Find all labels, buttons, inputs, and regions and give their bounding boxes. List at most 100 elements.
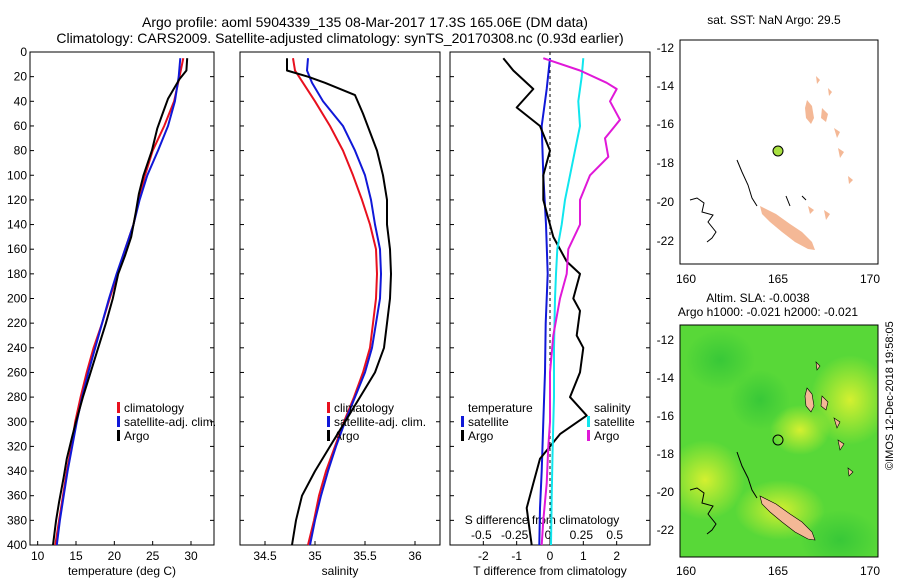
x-tick-label: 2 bbox=[613, 549, 620, 563]
sst-map-coastlines bbox=[689, 159, 807, 243]
map-xtick: 165 bbox=[768, 564, 788, 578]
land-malekula bbox=[821, 108, 828, 122]
land-new-caledonia bbox=[759, 495, 816, 541]
y-tick-label: 380 bbox=[7, 513, 27, 527]
y-tick-label: 60 bbox=[14, 119, 28, 133]
y-tick-label: 240 bbox=[7, 341, 27, 355]
legend-label-argo: Argo bbox=[334, 429, 360, 443]
coast-reef-line bbox=[736, 451, 758, 499]
salinity-panel: 34.5 35 35.5 36 salinity bbox=[239, 51, 441, 578]
difference-legend: temperature salinity satellite Argo sate… bbox=[461, 401, 635, 443]
figure-title-line1: Argo profile: aoml 5904339_135 08-Mar-20… bbox=[142, 14, 588, 30]
x-tick-label: 15 bbox=[69, 549, 83, 563]
s-tick-label: 0.25 bbox=[570, 528, 594, 542]
sla-map-frame bbox=[679, 324, 879, 558]
legend-swatch-argo bbox=[117, 430, 120, 441]
argo-float-marker bbox=[772, 434, 784, 446]
plot-frame bbox=[239, 51, 441, 546]
y-tick-label: 100 bbox=[7, 168, 27, 182]
map-ytick: -18 bbox=[657, 156, 675, 170]
y-tick-label: 120 bbox=[7, 193, 27, 207]
legend-label-satellite: satellite-adj. clim. bbox=[124, 415, 216, 429]
legend-header-salinity: salinity bbox=[594, 401, 631, 415]
temperature-panel: 0 20 40 60 80 100 120 140 160 180 200 220 240 260 280 3… bbox=[7, 45, 215, 578]
map-ytick: -22 bbox=[657, 523, 675, 537]
x-tick-label: 0 bbox=[547, 549, 554, 563]
series-climatology bbox=[292, 58, 378, 546]
map-ytick: -16 bbox=[657, 409, 675, 423]
series-s-satellite bbox=[550, 58, 585, 546]
sla-map-title1: Altim. SLA: -0.0038 bbox=[706, 291, 810, 305]
s-tick-label: 0.5 bbox=[606, 528, 623, 542]
land-small-islands bbox=[808, 128, 853, 220]
map-ytick: -16 bbox=[657, 117, 675, 131]
x-tick-label: -1 bbox=[511, 549, 522, 563]
map-xtick: 170 bbox=[860, 272, 880, 286]
coast-islets bbox=[785, 195, 807, 207]
legend-header-temperature: temperature bbox=[468, 401, 533, 415]
legend-swatch-satellite bbox=[327, 416, 330, 427]
x-tick-label: 1 bbox=[580, 549, 587, 563]
imos-watermark: ©IMOS 12-Dec-2018 19:58:05 bbox=[884, 321, 896, 470]
y-tick-label: 260 bbox=[7, 365, 27, 379]
x-axis-label: T difference from climatology bbox=[473, 564, 627, 578]
map-ytick: -18 bbox=[657, 447, 675, 461]
y-tick-label: 220 bbox=[7, 316, 27, 330]
map-ytick: -14 bbox=[657, 79, 675, 93]
y-tick-label: 180 bbox=[7, 267, 27, 281]
legend-swatch-s-argo bbox=[587, 430, 590, 441]
s-tick-label: 0 bbox=[545, 528, 552, 542]
series-t-satellite bbox=[538, 58, 551, 546]
figure-title-line2: Climatology: CARS2009. Satellite-adjuste… bbox=[56, 30, 623, 46]
difference-panel: -2 -1 0 1 2T difference from climatology S di… bbox=[449, 51, 651, 578]
series-satellite-adj-clim- bbox=[55, 58, 182, 546]
sla-map-title2: Argo h1000: -0.021 h2000: -0.021 bbox=[678, 305, 858, 319]
y-tick-label: 140 bbox=[7, 218, 27, 232]
plot-frame bbox=[29, 51, 215, 546]
map-ytick: -22 bbox=[657, 234, 675, 248]
x-tick-label: 35 bbox=[308, 549, 322, 563]
temperature-legend: climatology satellite-adj. clim. Argo bbox=[117, 401, 216, 443]
map-ytick: -14 bbox=[657, 371, 675, 385]
sst-map-land bbox=[760, 76, 853, 250]
legend-label-t-argo: Argo bbox=[468, 429, 494, 443]
y-tick-label: 80 bbox=[14, 144, 28, 158]
s-axis-label: S difference from climatology bbox=[465, 513, 620, 527]
map-xtick: 160 bbox=[676, 564, 696, 578]
legend-label-argo: Argo bbox=[124, 429, 150, 443]
y-tick-label: 300 bbox=[7, 415, 27, 429]
map-xtick: 160 bbox=[676, 272, 696, 286]
land-new-caledonia bbox=[760, 206, 815, 250]
x-tick-label: 10 bbox=[31, 549, 45, 563]
y-tick-label: 0 bbox=[20, 45, 27, 59]
legend-swatch-argo bbox=[327, 430, 330, 441]
coast-chesterfield bbox=[689, 197, 717, 243]
sla-map-coastlines bbox=[689, 451, 758, 535]
x-tick-label: 30 bbox=[184, 549, 198, 563]
y-tick-label: 320 bbox=[7, 439, 27, 453]
legend-swatch-t-satellite bbox=[461, 416, 464, 427]
land-small-islands bbox=[815, 361, 854, 477]
y-tick-label: 340 bbox=[7, 464, 27, 478]
s-tick-label: -0.25 bbox=[501, 528, 529, 542]
sst-map: 160 165 170 -12 -14 -16 -18 -20 -22 bbox=[657, 39, 880, 286]
map-xtick: 165 bbox=[768, 272, 788, 286]
x-tick-label: 36 bbox=[408, 549, 422, 563]
x-axis-label: temperature (deg C) bbox=[68, 564, 176, 578]
x-tick-label: 20 bbox=[108, 549, 122, 563]
sla-map: 160 165 170 -12 -14 -16 -18 -20 -22 bbox=[657, 324, 880, 578]
y-tick-label: 360 bbox=[7, 489, 27, 503]
y-tick-label: 20 bbox=[14, 70, 28, 84]
legend-swatch-s-satellite bbox=[587, 416, 590, 427]
series-s-argo bbox=[540, 57, 621, 546]
s-tick-label: -0.5 bbox=[471, 528, 492, 542]
legend-swatch-climatology bbox=[327, 402, 330, 413]
x-tick-label: -2 bbox=[478, 549, 489, 563]
map-ytick: -12 bbox=[657, 41, 675, 55]
map-ytick: -12 bbox=[657, 333, 675, 347]
map-ytick: -20 bbox=[657, 195, 675, 209]
series-t-argo bbox=[502, 57, 588, 546]
land-espiritu-santo bbox=[804, 387, 815, 413]
series-argo bbox=[52, 58, 189, 546]
